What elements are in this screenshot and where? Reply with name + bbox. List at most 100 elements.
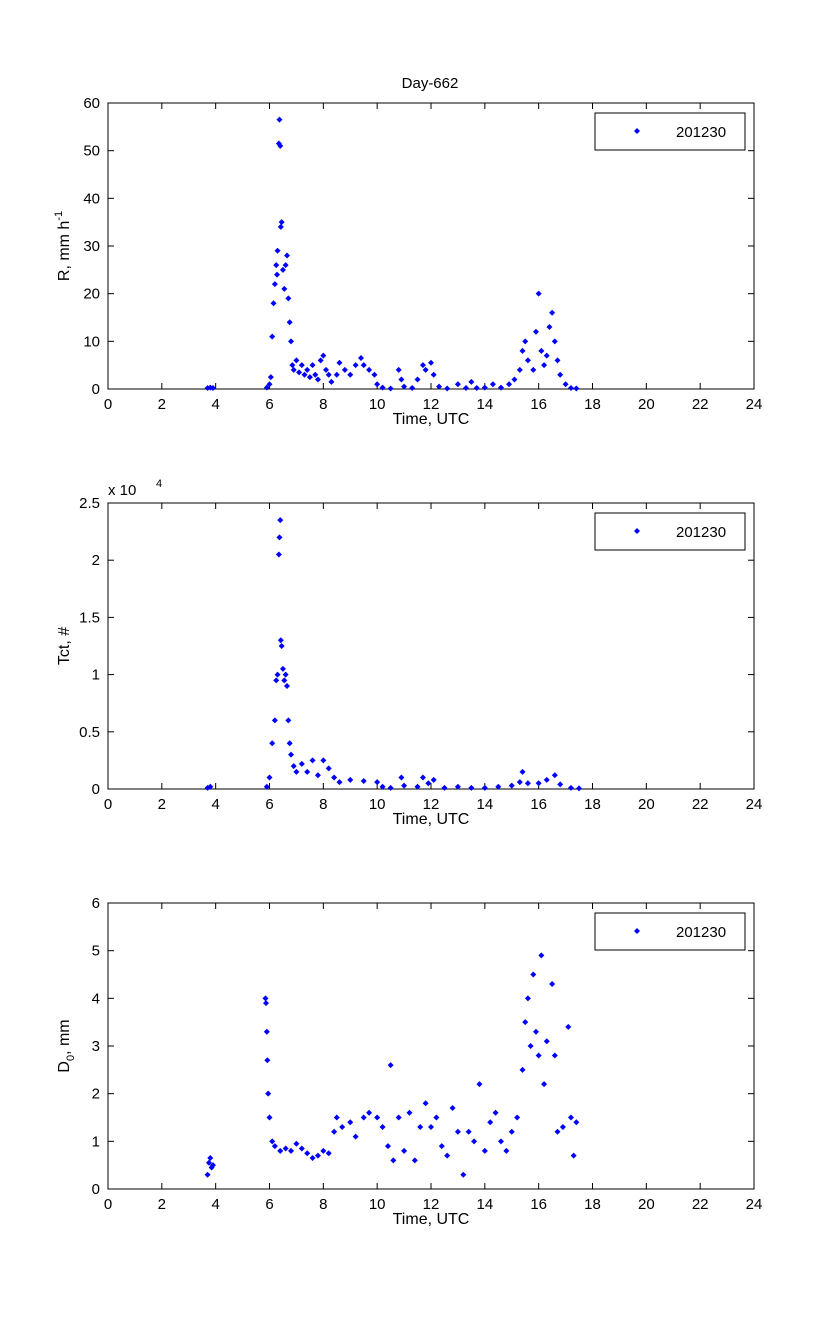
data-point (289, 362, 296, 369)
data-point (549, 981, 556, 988)
y-label-main: D (56, 1061, 73, 1073)
data-point (522, 338, 529, 345)
data-point (360, 1114, 367, 1121)
legend-marker (634, 928, 640, 934)
data-point (565, 1023, 572, 1030)
data-point (481, 784, 488, 791)
data-point (492, 1109, 499, 1116)
legend-label: 201230 (676, 524, 726, 541)
data-point (471, 1138, 478, 1145)
x-axis-label: Time, UTC (393, 411, 470, 428)
y-tick-label: 50 (83, 143, 100, 160)
data-point (309, 757, 316, 764)
data-point (481, 384, 488, 391)
data-point (277, 223, 284, 230)
x-tick-label: 6 (265, 1196, 273, 1213)
legend: 201230 (594, 112, 746, 151)
data-point (347, 776, 354, 783)
data-point (532, 328, 539, 335)
data-point (557, 371, 564, 378)
data-point (331, 1128, 338, 1135)
data-point (317, 357, 324, 364)
data-point (503, 1147, 510, 1154)
y-label-subscript: 0 (65, 1055, 77, 1061)
data-point (554, 357, 561, 364)
data-point (374, 779, 381, 786)
data-point (273, 262, 280, 269)
data-point (207, 783, 214, 790)
data-point (263, 783, 270, 790)
data-point (557, 781, 564, 788)
data-point (282, 1145, 289, 1152)
data-point (384, 1143, 391, 1150)
data-point (277, 637, 284, 644)
data-point (379, 783, 386, 790)
x-tick-label: 2 (158, 1196, 166, 1213)
x-tick-label: 18 (584, 396, 601, 413)
data-point (527, 1043, 534, 1049)
data-point (398, 774, 405, 781)
data-point (279, 665, 286, 672)
data-point (436, 383, 443, 390)
legend-box (594, 912, 746, 951)
plot-area (107, 102, 755, 390)
x-tick-label: 0 (104, 396, 112, 413)
data-point (406, 1109, 413, 1116)
x-tick-label: 2 (158, 796, 166, 813)
data-point (535, 290, 542, 297)
data-point (562, 381, 569, 388)
data-point (263, 1028, 270, 1035)
data-point (333, 1114, 340, 1121)
data-point (538, 347, 545, 354)
data-point (266, 1114, 273, 1121)
data-point (209, 1162, 216, 1169)
data-point (495, 783, 502, 790)
y-tick-label: 0 (92, 1181, 100, 1198)
data-point (358, 355, 365, 362)
data-point (567, 784, 574, 791)
series-201230 (204, 517, 583, 792)
data-point (473, 385, 480, 392)
plot-area (107, 902, 755, 1190)
data-point (314, 772, 321, 779)
legend-marker (634, 128, 640, 134)
data-point (444, 385, 451, 392)
data-point (281, 677, 288, 684)
y-tick-label: 2.5 (79, 495, 100, 512)
data-point (285, 717, 292, 724)
x-tick-label: 16 (530, 796, 547, 813)
data-point (401, 1147, 408, 1154)
data-point (339, 1124, 346, 1131)
x-tick-label: 20 (638, 1196, 655, 1213)
data-point (417, 1124, 424, 1131)
data-point (573, 1119, 580, 1126)
data-point (546, 324, 553, 331)
data-point (387, 784, 394, 791)
data-point (524, 357, 531, 364)
y-tick-label: 10 (83, 333, 100, 350)
legend-box (594, 512, 746, 551)
data-point (276, 534, 283, 541)
y-label-main: R, mm h (56, 221, 73, 281)
data-point (570, 1152, 577, 1159)
data-point (422, 366, 429, 373)
data-point (323, 366, 330, 373)
data-point (265, 1090, 272, 1097)
data-point (320, 352, 327, 359)
data-point (441, 784, 448, 791)
data-point (277, 142, 284, 149)
data-point (444, 1152, 451, 1159)
data-point (514, 1114, 521, 1121)
data-point (293, 357, 300, 364)
data-point (290, 763, 297, 770)
y-label-tail: , mm (56, 1019, 73, 1055)
data-point (283, 683, 290, 690)
data-point (263, 384, 270, 391)
data-point (288, 338, 295, 345)
x-tick-label: 4 (211, 796, 219, 813)
x-tick-label: 6 (265, 396, 273, 413)
data-point (462, 385, 469, 392)
data-point (430, 371, 437, 378)
data-point (379, 384, 386, 391)
